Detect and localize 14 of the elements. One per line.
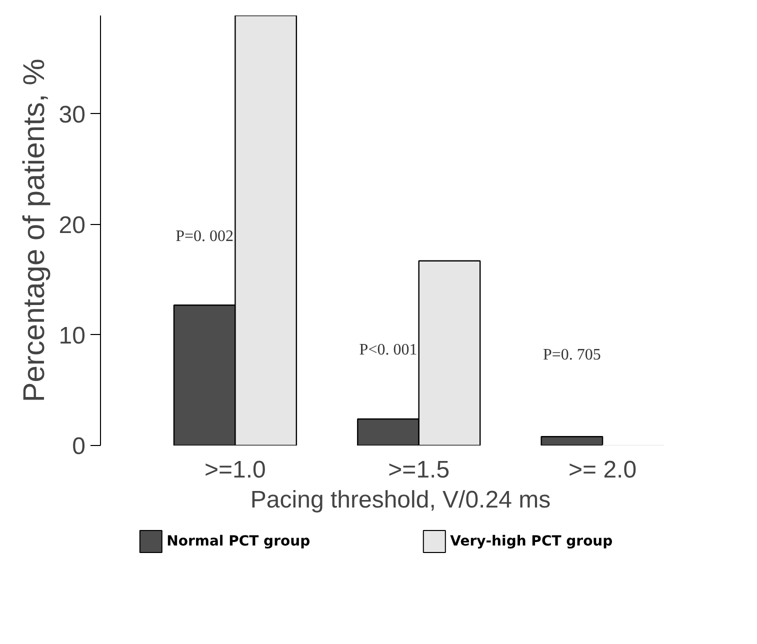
x-tick-label: >=1.0	[204, 456, 266, 484]
y-tick-label: 30	[58, 101, 86, 128]
y-axis-title: Percentage of patients, %	[18, 58, 51, 402]
annotation: P=0. 002	[176, 228, 234, 245]
legend-label: Very-high PCT group	[450, 534, 613, 550]
x-axis-title: Pacing threshold, V/0.24 ms	[250, 486, 551, 514]
y-tick-label: 0	[72, 433, 86, 460]
legend-label: Normal PCT group	[166, 534, 310, 550]
x-tick-label: >= 2.0	[568, 456, 637, 484]
y-tick-label: 10	[58, 322, 86, 350]
x-tick-label: >=1.5	[388, 456, 450, 484]
annotation: P=0. 705	[542, 346, 601, 364]
annotation: P<0. 001	[359, 342, 418, 359]
y-tick-label: 20	[58, 212, 86, 239]
